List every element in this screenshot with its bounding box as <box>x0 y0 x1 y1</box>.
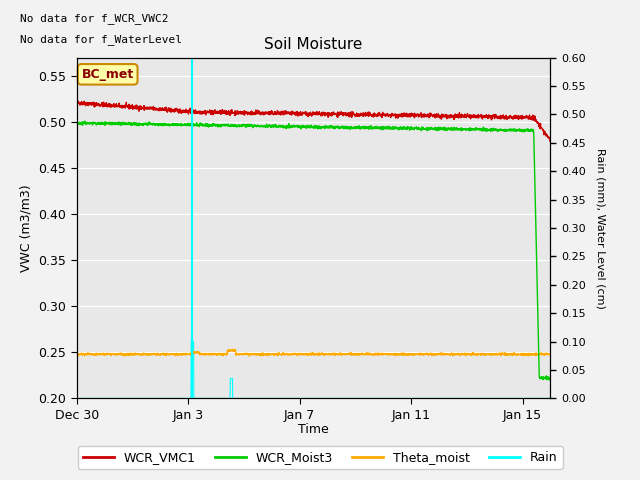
X-axis label: Time: Time <box>298 423 329 436</box>
Text: BC_met: BC_met <box>81 68 134 81</box>
Title: Soil Moisture: Soil Moisture <box>264 37 363 52</box>
Text: No data for f_WCR_VWC2: No data for f_WCR_VWC2 <box>20 13 168 24</box>
Y-axis label: VWC (m3/m3): VWC (m3/m3) <box>20 184 33 272</box>
Legend: WCR_VMC1, WCR_Moist3, Theta_moist, Rain: WCR_VMC1, WCR_Moist3, Theta_moist, Rain <box>77 446 563 469</box>
Text: No data for f_WaterLevel: No data for f_WaterLevel <box>20 34 182 45</box>
Y-axis label: Rain (mm), Water Level (cm): Rain (mm), Water Level (cm) <box>595 147 605 309</box>
